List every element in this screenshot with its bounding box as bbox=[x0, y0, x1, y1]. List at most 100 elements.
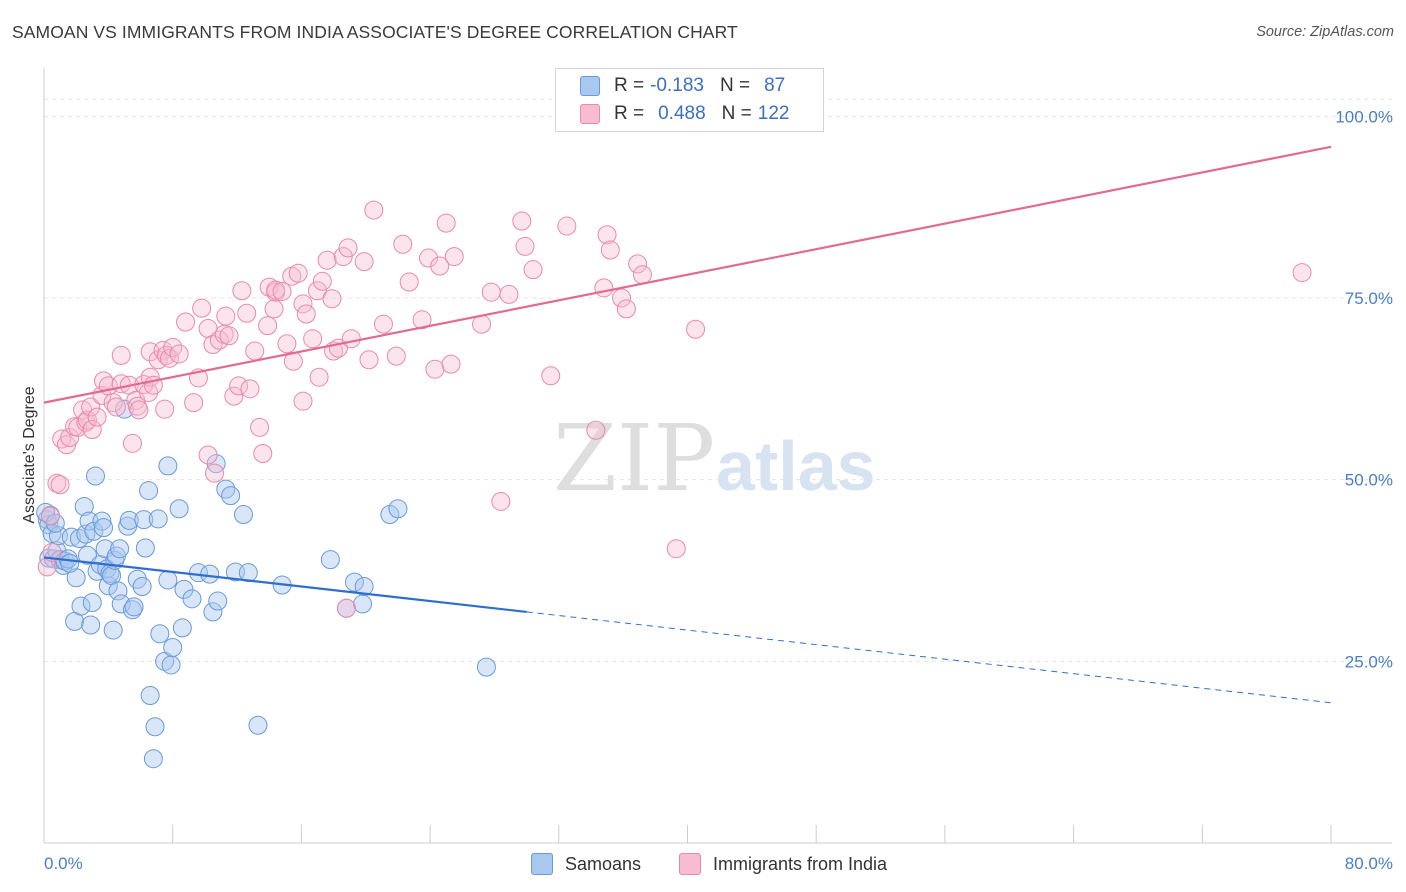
data-point bbox=[250, 417, 270, 437]
x-tick-labels: 0.0% 80.0% bbox=[44, 854, 1393, 873]
data-point bbox=[499, 284, 519, 304]
data-point bbox=[205, 463, 225, 483]
bottom-legend-samoans: Samoans bbox=[531, 851, 641, 877]
data-point bbox=[322, 289, 342, 309]
chart-title: SAMOAN VS IMMIGRANTS FROM INDIA ASSOCIAT… bbox=[12, 22, 738, 42]
data-point bbox=[288, 263, 308, 283]
data-point bbox=[277, 334, 297, 354]
data-point bbox=[169, 344, 189, 364]
data-point bbox=[66, 568, 86, 588]
data-point bbox=[264, 299, 284, 319]
data-point bbox=[512, 211, 532, 231]
data-point bbox=[224, 386, 244, 406]
data-point bbox=[341, 329, 361, 349]
data-point bbox=[248, 715, 268, 735]
data-point bbox=[238, 563, 258, 583]
data-point bbox=[176, 312, 196, 332]
data-point bbox=[85, 466, 105, 486]
data-point bbox=[425, 359, 445, 379]
legend-row-india: R = 0.488 N = 122 bbox=[580, 102, 789, 126]
data-point bbox=[388, 499, 408, 519]
data-point bbox=[476, 657, 496, 677]
data-point bbox=[597, 225, 617, 245]
data-point bbox=[253, 444, 273, 464]
data-point bbox=[119, 510, 139, 530]
bottom-legend-swatch-samoans bbox=[531, 853, 553, 875]
data-point bbox=[229, 376, 249, 396]
data-point bbox=[266, 280, 286, 300]
data-point bbox=[686, 319, 706, 339]
data-point bbox=[143, 749, 163, 769]
data-point bbox=[353, 594, 373, 614]
data-point bbox=[84, 521, 104, 541]
data-point bbox=[132, 576, 152, 596]
bottom-legend-india: Immigrants from India bbox=[679, 851, 887, 877]
data-point bbox=[344, 572, 364, 592]
watermark: ZIP atlas bbox=[553, 405, 876, 512]
data-point bbox=[71, 596, 91, 616]
data-point bbox=[628, 254, 648, 274]
data-point bbox=[515, 236, 535, 256]
legend-n-label: N = bbox=[719, 75, 751, 96]
data-point bbox=[354, 252, 374, 272]
data-point bbox=[317, 250, 337, 270]
data-point bbox=[110, 539, 130, 559]
data-point bbox=[258, 316, 278, 336]
data-point bbox=[272, 281, 292, 301]
data-point bbox=[586, 420, 606, 440]
axes bbox=[43, 68, 1392, 844]
data-point bbox=[47, 473, 67, 493]
data-point bbox=[172, 618, 192, 638]
data-point bbox=[245, 341, 265, 361]
data-point bbox=[312, 271, 332, 291]
data-point bbox=[158, 570, 178, 590]
data-point bbox=[219, 326, 239, 346]
data-point bbox=[140, 685, 160, 705]
data-point bbox=[399, 272, 419, 292]
legend-n-label: N = bbox=[721, 103, 752, 124]
data-point bbox=[135, 538, 155, 558]
data-point bbox=[98, 576, 118, 596]
data-point bbox=[94, 518, 114, 538]
data-point bbox=[203, 602, 223, 622]
data-point bbox=[60, 428, 80, 448]
watermark-atlas: atlas bbox=[716, 427, 876, 505]
trend-line-samoans bbox=[43, 556, 527, 614]
data-point bbox=[557, 216, 577, 236]
data-point bbox=[430, 256, 450, 276]
data-point bbox=[237, 303, 257, 323]
trend-lines bbox=[43, 145, 1332, 704]
watermark-zip: ZIP bbox=[553, 405, 715, 512]
data-point bbox=[441, 354, 461, 374]
data-point bbox=[111, 345, 131, 365]
bottom-legend-label-india: Immigrants from India bbox=[713, 853, 888, 874]
data-point bbox=[444, 247, 464, 267]
trend-line-samoans-extension bbox=[526, 611, 1332, 704]
data-point bbox=[124, 597, 144, 617]
data-point bbox=[77, 545, 97, 565]
data-point bbox=[200, 564, 220, 584]
bottom-legend-label-samoans: Samoans bbox=[565, 853, 642, 874]
y-tick-labels: 25.0% 50.0% 75.0% 100.0% bbox=[1335, 107, 1393, 671]
data-point bbox=[541, 366, 561, 386]
legend-n-value: 122 bbox=[757, 103, 790, 124]
data-point bbox=[221, 486, 241, 506]
data-point bbox=[134, 510, 154, 530]
data-point bbox=[82, 592, 102, 612]
data-point bbox=[364, 200, 384, 220]
data-point bbox=[418, 248, 438, 268]
data-point bbox=[216, 479, 236, 499]
data-point bbox=[491, 491, 511, 511]
bottom-legend-swatch-india bbox=[679, 853, 701, 875]
data-point bbox=[61, 527, 81, 547]
legend-r-value: -0.183 bbox=[650, 75, 704, 96]
data-point bbox=[129, 400, 149, 420]
x-tick-label: 0.0% bbox=[44, 854, 83, 873]
data-point bbox=[159, 348, 179, 368]
data-point bbox=[148, 509, 168, 529]
legend-r-label: R = bbox=[614, 103, 645, 124]
data-point bbox=[216, 306, 236, 326]
legend-swatch-india bbox=[580, 104, 600, 124]
y-tick-label: 25.0% bbox=[1345, 652, 1393, 671]
